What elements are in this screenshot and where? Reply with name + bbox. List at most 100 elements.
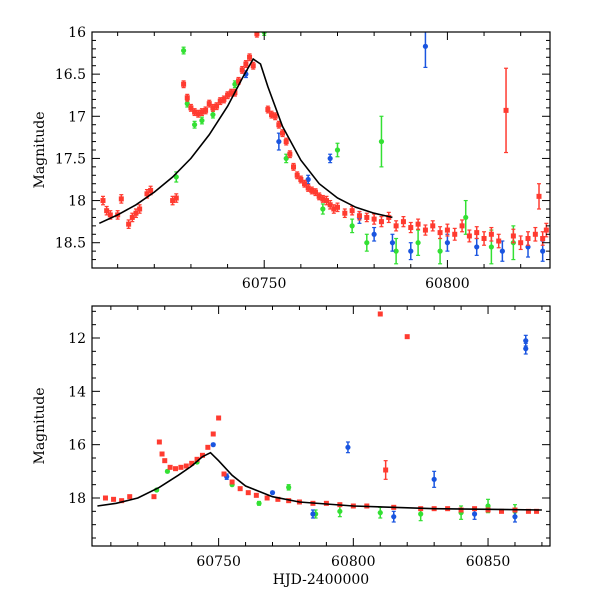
data-point-blue bbox=[389, 233, 396, 252]
data-point-red bbox=[294, 171, 300, 180]
x-tick-label: 60800 bbox=[331, 554, 376, 570]
data-point-red bbox=[245, 490, 251, 496]
marker bbox=[431, 476, 437, 482]
data-point-red bbox=[316, 192, 322, 201]
data-point-red bbox=[364, 212, 370, 223]
data-point-red bbox=[510, 228, 516, 244]
marker bbox=[518, 240, 524, 246]
y-axis-label: Magnitude bbox=[32, 387, 48, 464]
bottom-panel: 60750 60800 60850 12 14 16 18 Magnitude HJD-2400… bbox=[32, 305, 551, 588]
marker bbox=[159, 451, 165, 457]
marker bbox=[276, 122, 282, 128]
data-point-green bbox=[199, 116, 205, 125]
y-tick-label: 12 bbox=[68, 331, 86, 347]
data-point-green bbox=[334, 142, 341, 158]
marker bbox=[216, 415, 222, 421]
data-point-green bbox=[164, 468, 171, 474]
plot-area bbox=[97, 311, 542, 523]
marker bbox=[127, 494, 133, 500]
data-point-green bbox=[364, 233, 370, 252]
data-point-red bbox=[356, 210, 362, 221]
marker bbox=[236, 78, 242, 84]
marker bbox=[391, 514, 397, 520]
marker bbox=[404, 334, 410, 340]
marker bbox=[331, 206, 337, 212]
plot-area bbox=[98, 32, 549, 265]
data-point-red bbox=[254, 32, 260, 38]
marker bbox=[119, 498, 125, 504]
model-curve bbox=[98, 57, 393, 225]
marker bbox=[291, 164, 297, 170]
marker bbox=[129, 214, 135, 220]
data-point-red bbox=[444, 223, 450, 237]
marker bbox=[253, 492, 259, 498]
marker bbox=[229, 479, 235, 485]
data-point-blue bbox=[523, 342, 529, 355]
marker bbox=[167, 464, 173, 470]
marker bbox=[474, 230, 480, 236]
marker bbox=[349, 208, 355, 214]
marker bbox=[499, 508, 505, 514]
marker bbox=[532, 231, 538, 237]
data-point-red bbox=[173, 466, 179, 472]
data-point-green bbox=[415, 229, 421, 256]
data-point-red bbox=[400, 215, 406, 228]
series-green bbox=[173, 32, 516, 265]
data-point-green bbox=[181, 46, 187, 55]
marker bbox=[313, 189, 319, 195]
marker bbox=[188, 105, 194, 111]
marker bbox=[523, 346, 529, 352]
data-point-red bbox=[371, 213, 377, 225]
data-point-green bbox=[210, 110, 216, 119]
x-axis-label: HJD-2400000 bbox=[273, 572, 369, 588]
plot-frame bbox=[91, 305, 551, 547]
marker bbox=[503, 107, 509, 113]
data-point-green bbox=[393, 237, 399, 265]
marker bbox=[422, 43, 429, 49]
data-point-red bbox=[137, 204, 143, 214]
data-point-red bbox=[162, 458, 168, 464]
marker bbox=[269, 490, 276, 496]
marker bbox=[485, 503, 491, 509]
marker bbox=[337, 508, 343, 514]
data-point-red bbox=[342, 208, 348, 219]
data-point-red bbox=[264, 495, 270, 501]
marker bbox=[386, 214, 392, 220]
marker bbox=[183, 463, 189, 469]
marker bbox=[377, 311, 383, 317]
marker bbox=[203, 107, 209, 113]
series-red bbox=[102, 311, 540, 514]
marker bbox=[540, 248, 546, 254]
marker bbox=[415, 221, 421, 227]
data-point-green bbox=[320, 203, 326, 215]
y-tick-label: 17 bbox=[68, 109, 86, 125]
marker bbox=[189, 460, 195, 466]
data-point-green bbox=[191, 120, 198, 129]
marker bbox=[126, 221, 132, 227]
data-point-green bbox=[349, 218, 355, 234]
marker bbox=[444, 240, 451, 246]
marker bbox=[320, 196, 326, 202]
marker bbox=[437, 230, 443, 236]
plot-frame bbox=[91, 31, 551, 269]
data-point-red bbox=[287, 150, 293, 159]
data-point-blue bbox=[523, 334, 529, 347]
data-point-blue bbox=[345, 441, 351, 454]
marker bbox=[173, 195, 179, 201]
marker bbox=[102, 495, 108, 501]
marker bbox=[275, 496, 281, 502]
marker bbox=[225, 92, 231, 98]
marker bbox=[474, 244, 480, 250]
marker bbox=[283, 155, 289, 162]
marker bbox=[137, 206, 143, 212]
data-point-red bbox=[383, 460, 389, 480]
data-point-red bbox=[272, 112, 278, 121]
y-tick-label: 16 bbox=[68, 25, 86, 41]
data-point-green bbox=[286, 484, 292, 491]
marker bbox=[499, 248, 505, 254]
data-point-blue bbox=[391, 510, 397, 523]
marker bbox=[534, 508, 540, 514]
marker bbox=[377, 510, 383, 516]
y-axis-label: Magnitude bbox=[32, 111, 48, 188]
